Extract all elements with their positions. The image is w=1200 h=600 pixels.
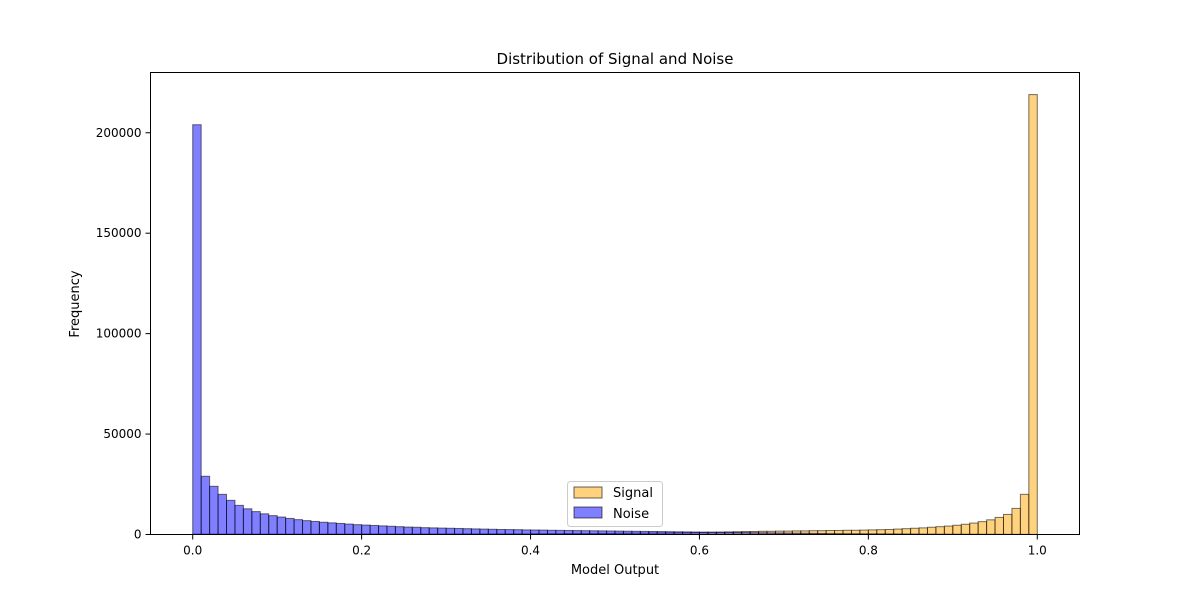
- bar-noise: [496, 528, 506, 535]
- legend: Signal Noise: [567, 481, 663, 527]
- bar-signal: [1011, 507, 1021, 536]
- bar-signal: [943, 525, 954, 535]
- bar-noise: [411, 526, 422, 536]
- y-tick-label: 150000: [96, 226, 142, 240]
- bar-noise: [445, 527, 456, 536]
- bar-noise: [614, 530, 624, 536]
- bar-noise: [470, 528, 481, 536]
- bar-noise: [251, 511, 261, 536]
- bar-noise: [521, 529, 532, 536]
- bar-noise: [293, 519, 304, 536]
- plot-frame: [150, 72, 1080, 535]
- bar-noise: [555, 529, 565, 536]
- bar-noise: [403, 526, 413, 536]
- bar-noise: [487, 528, 498, 536]
- bar-signal: [952, 524, 962, 536]
- bar-noise: [268, 515, 278, 535]
- bar-signal: [1019, 493, 1030, 535]
- bar-noise: [302, 520, 312, 536]
- bar-signal: [926, 526, 937, 536]
- x-tick-label: 0.2: [352, 544, 371, 558]
- y-axis-label: Frequency: [68, 270, 83, 337]
- bar-noise: [597, 530, 608, 536]
- bar-signal: [1002, 513, 1013, 535]
- bar-noise: [361, 524, 371, 535]
- bar-noise: [454, 527, 464, 535]
- x-tick-label: 0.8: [859, 544, 878, 558]
- y-tick-label: 50000: [103, 427, 141, 441]
- bar-noise: [344, 523, 354, 535]
- bar-noise: [479, 528, 489, 536]
- x-axis-ticks: 0.0 0.2 0.4 0.6 0.8 1.0: [183, 534, 1047, 558]
- legend-swatch-noise: [573, 506, 603, 519]
- bar-noise: [589, 530, 599, 536]
- legend-label-noise: Noise: [613, 507, 649, 522]
- bar-noise: [420, 527, 430, 535]
- bar-noise: [200, 475, 211, 535]
- bar-noise: [335, 522, 346, 536]
- bar-noise: [572, 530, 582, 536]
- legend-swatch-signal: [573, 486, 603, 499]
- bar-noise: [369, 524, 380, 536]
- bar-noise: [437, 527, 447, 536]
- x-tick-label: 0.0: [183, 544, 202, 558]
- bar-noise: [538, 529, 548, 536]
- x-tick-label: 0.4: [521, 544, 540, 558]
- bar-noise: [327, 522, 337, 535]
- bar-noise: [606, 530, 616, 535]
- bar-noise: [580, 530, 591, 535]
- bar-noise: [428, 527, 439, 535]
- y-axis-ticks: 0 50000 100000 150000 200000: [96, 126, 151, 542]
- bar-noise: [318, 521, 329, 535]
- bar-noise: [242, 508, 253, 536]
- bar-noise: [259, 513, 270, 535]
- bar-signal: [969, 522, 979, 535]
- bar-noise: [563, 529, 574, 535]
- bar-noise: [378, 525, 388, 535]
- bar-noise: [462, 528, 472, 535]
- chart-title: Distribution of Signal and Noise: [497, 50, 734, 68]
- bar-noise: [217, 493, 228, 535]
- bar-noise: [530, 529, 540, 535]
- bar-signal: [918, 527, 928, 535]
- bar-signal: [977, 521, 988, 536]
- y-tick-label: 0: [134, 528, 142, 542]
- bar-noise: [513, 529, 523, 535]
- bar-noise: [234, 504, 244, 535]
- bar-noise: [310, 520, 320, 536]
- bar-noise: [276, 516, 287, 536]
- bar-noise: [504, 529, 515, 536]
- bar-noise: [352, 524, 363, 535]
- x-tick-label: 0.6: [690, 544, 709, 558]
- bar-noise: [192, 124, 202, 535]
- bar-signal: [994, 516, 1004, 535]
- bar-signal: [986, 519, 996, 536]
- bar-noise: [226, 499, 236, 536]
- y-tick-label: 200000: [96, 126, 142, 140]
- bar-noise: [546, 529, 557, 536]
- legend-label-signal: Signal: [613, 486, 653, 501]
- bar-signal: [935, 526, 945, 535]
- y-tick-label: 100000: [96, 327, 142, 341]
- bar-signal: [960, 523, 971, 536]
- bar-signal: [1028, 94, 1038, 535]
- x-axis-label: Model Output: [571, 563, 659, 578]
- bar-noise: [209, 485, 219, 536]
- bar-noise: [285, 517, 295, 535]
- bar-noise: [386, 525, 396, 536]
- bar-noise: [394, 526, 405, 535]
- x-tick-label: 1.0: [1028, 544, 1047, 558]
